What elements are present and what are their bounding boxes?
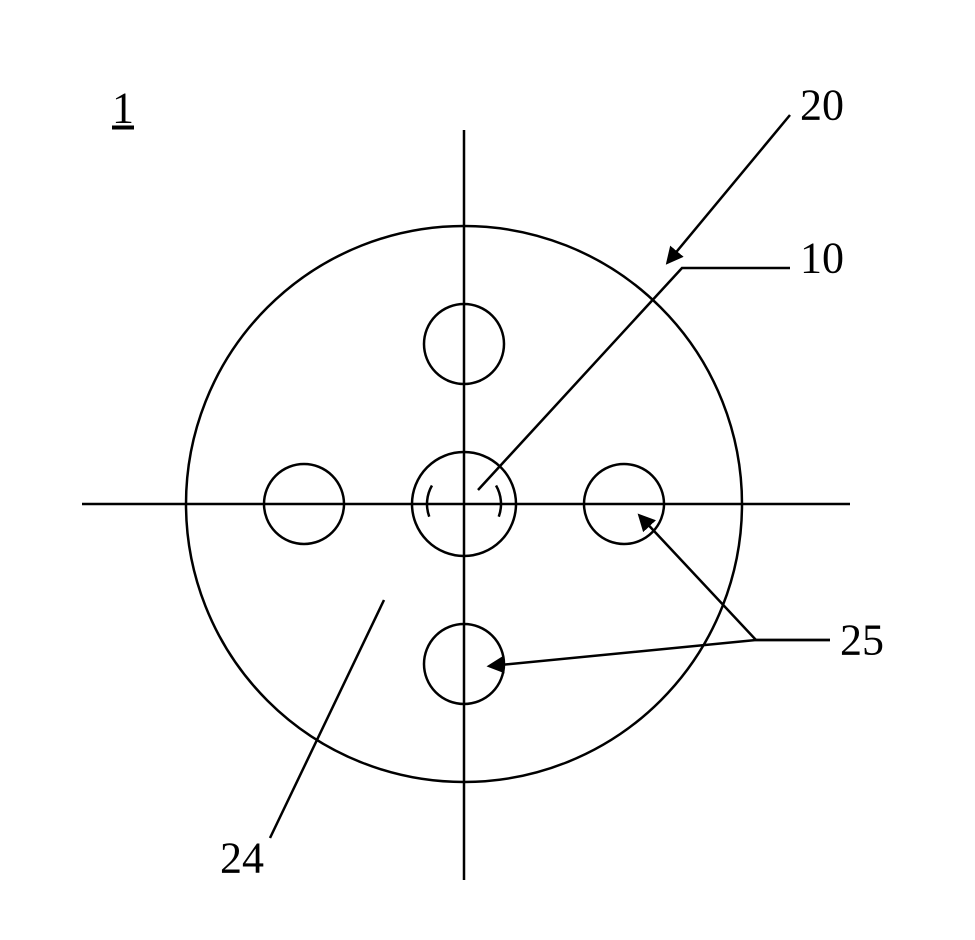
diagram-svg bbox=[0, 0, 975, 940]
center-arc-left bbox=[427, 486, 432, 517]
callout-label-10: 10 bbox=[800, 233, 844, 284]
callout-label-24: 24 bbox=[220, 833, 264, 884]
callout-label-25: 25 bbox=[840, 615, 884, 666]
leader-20 bbox=[668, 115, 790, 262]
figure-label: 1 bbox=[112, 83, 134, 134]
leader-25-1 bbox=[490, 640, 830, 666]
callout-label-20: 20 bbox=[800, 80, 844, 131]
leader-10 bbox=[478, 268, 790, 490]
leader-25-0 bbox=[640, 516, 830, 640]
center-arc-right bbox=[496, 486, 501, 517]
